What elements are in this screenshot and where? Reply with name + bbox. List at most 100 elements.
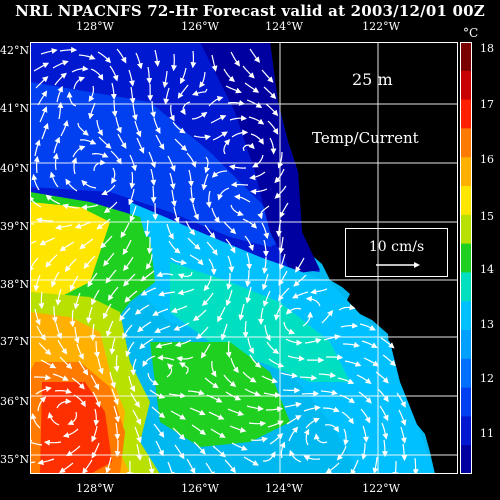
current-vector-arrow [186,152,197,168]
current-vector-arrow [398,409,407,426]
current-vector-arrow [304,338,322,344]
current-vector-arrow [174,339,192,348]
current-vector-arrow [33,155,40,174]
current-vector-arrow [208,258,217,276]
current-vector-arrow [140,270,155,282]
current-vector-arrow [190,50,197,69]
colorbar-swatch [460,99,472,129]
current-vector-arrow [225,340,232,359]
current-vector-arrow [52,373,69,381]
current-vector-arrow [45,194,61,205]
current-vector-arrow [150,100,156,118]
current-vector-arrow [129,86,136,105]
current-vector-arrow [168,240,181,254]
lon-label-bottom-124w: 124°W [265,482,303,495]
current-vector-arrow [204,224,216,239]
current-vector-arrow [382,354,396,367]
current-vector-arrow [186,458,196,474]
current-vector-arrow [41,122,49,140]
current-vector-arrow [110,150,122,165]
current-vector-arrow [350,459,359,474]
current-vector-arrow [339,394,355,404]
current-vector-arrow [275,219,282,237]
current-vector-arrow [100,235,113,249]
current-vector-arrow [338,304,356,311]
current-vector-arrow [91,425,98,443]
current-vector-arrow [358,391,372,404]
current-vector-arrow [269,433,284,445]
current-vector-arrow [250,188,268,195]
current-vector-arrow [204,156,211,174]
current-vector-arrow [73,394,86,408]
current-vector-arrow [43,439,62,446]
current-vector-arrow [124,290,138,303]
current-vector-arrow [299,374,318,381]
current-vector-arrow [90,289,100,306]
current-vector-arrow [231,129,249,138]
current-vector-arrow [262,290,271,308]
current-vector-arrow [169,172,176,190]
current-vector-arrow [101,184,116,196]
current-vector-arrow [137,321,152,333]
current-vector-arrow [195,326,209,340]
current-vector-arrow [313,433,328,444]
current-vector-arrow [267,420,284,428]
current-vector-arrow [227,408,245,416]
current-vector-arrow [97,357,104,375]
current-vector-arrow [78,54,96,60]
current-vector-arrow [50,271,60,288]
current-vector-arrow [30,461,36,464]
current-vector-arrow [37,458,55,466]
current-vector-arrow [54,72,67,86]
current-vector-arrow [277,151,284,169]
current-vector-arrow [242,371,257,383]
current-vector-arrow [201,292,214,307]
current-vector-arrow [211,54,218,72]
current-vector-arrow [82,459,93,474]
current-vector-arrow [208,411,225,420]
current-vector-arrow [310,288,328,295]
colorbar-swatch [460,330,472,360]
current-vector-arrow [59,241,75,252]
current-vector-arrow [261,273,269,291]
current-vector-arrow [203,275,212,292]
current-vector-arrow [83,255,96,269]
current-vector-arrow [261,375,278,384]
current-vector-arrow [206,241,218,256]
current-vector-arrow [167,461,175,474]
current-vector-arrow [117,133,127,149]
current-vector-arrow [187,169,194,187]
current-vector-arrow [150,185,157,204]
current-vector-arrow [396,392,406,408]
current-vector-arrow [120,222,130,239]
current-vector-arrow [230,204,244,216]
current-vector-arrow [174,444,185,460]
colorbar-swatch [460,157,472,187]
scale-arrow-icon [376,262,420,268]
current-vector-arrow [220,323,228,341]
current-vector-arrow [76,343,84,360]
current-vector-arrow [57,101,64,120]
current-vector-arrow [71,157,78,175]
current-vector-arrow [379,405,389,422]
current-vector-arrow [185,220,196,236]
current-vector-arrow [119,307,131,322]
current-vector-arrow [123,256,134,272]
current-vector-arrow [55,224,73,231]
current-vector-arrow [96,218,111,230]
current-vector-arrow [115,116,122,134]
current-vector-arrow [49,171,59,188]
current-vector-arrow [258,307,264,325]
current-vector-arrow [323,334,341,341]
current-vector-arrow [230,357,239,374]
current-vectors [30,46,419,474]
current-vector-arrow [147,372,159,386]
current-vector-arrow [173,322,190,331]
current-vector-arrow [56,85,63,103]
colorbar-swatch [460,416,472,446]
current-vector-arrow [278,236,285,254]
current-vector-arrow [128,375,135,393]
current-vector-arrow [93,159,107,172]
current-vector-arrow [336,445,347,461]
current-vector-arrow [343,428,350,446]
